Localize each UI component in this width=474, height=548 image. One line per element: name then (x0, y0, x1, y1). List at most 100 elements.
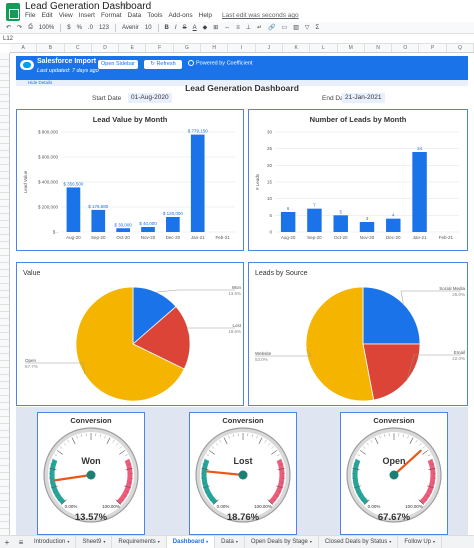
chevron-down-icon[interactable]: ▾ (309, 539, 312, 544)
decimal-button[interactable]: .0 (87, 24, 93, 31)
open-gauge-card[interactable]: Conversion Open 0.00% 100.00% 67.67% (340, 412, 448, 535)
menu-edit[interactable]: Edit (41, 12, 53, 19)
bar[interactable] (166, 217, 180, 232)
column-header[interactable]: E (119, 44, 147, 52)
column-header[interactable]: F (146, 44, 174, 52)
merge-icon[interactable]: ⇔ (224, 24, 231, 31)
menu-file[interactable]: File (25, 12, 36, 19)
column-header[interactable]: P (419, 44, 447, 52)
more-formats-button[interactable]: 123 (98, 24, 109, 31)
add-sheet-icon[interactable]: + (4, 537, 10, 547)
bar[interactable] (412, 152, 427, 232)
leads-count-chart-panel[interactable]: Number of Leads by Month 30 25 20 15 10 5 0 # Le… (248, 109, 468, 251)
sheet-grid[interactable]: Salesforce Import Last updated: 7 days a… (10, 53, 474, 535)
tab-follow-up[interactable]: Follow Up ▾ (398, 536, 443, 548)
chevron-down-icon[interactable]: ▾ (103, 539, 106, 544)
comment-icon[interactable]: ▭ (281, 25, 288, 31)
star-icon[interactable]: ☆ (121, 1, 130, 11)
bar[interactable] (280, 212, 296, 232)
bar[interactable] (359, 222, 375, 232)
chevron-down-icon[interactable]: ▾ (389, 539, 392, 544)
tab-open-deals-by-stage[interactable]: Open Deals by Stage ▾ (245, 536, 319, 548)
menu-data[interactable]: Data (127, 12, 142, 19)
percent-button[interactable]: % (76, 24, 82, 31)
borders-icon[interactable]: ⊞ (213, 25, 219, 31)
bar[interactable] (116, 228, 130, 232)
align-icon[interactable]: ≡ (236, 24, 240, 31)
tab-introduction[interactable]: Introduction ▾ (28, 536, 77, 548)
bar[interactable] (190, 134, 205, 232)
column-header[interactable]: O (392, 44, 420, 52)
bar[interactable] (386, 218, 401, 232)
undo-icon[interactable]: ↶ (6, 25, 12, 31)
column-header[interactable]: I (228, 44, 256, 52)
cell-reference[interactable]: L12 (3, 36, 14, 42)
lead-value-chart-panel[interactable]: Lead Value by Month $ 800,000 $ 600,000 $ 4… (16, 109, 244, 251)
column-header[interactable]: G (174, 44, 202, 52)
value-pie-panel[interactable]: Value Won 13.6% Lost 18.6% Open 67.7% (16, 262, 244, 406)
lost-gauge-card[interactable]: Conversion Lost 0.00% 100.00% 18.76% (189, 412, 297, 535)
column-header[interactable]: N (365, 44, 393, 52)
column-header[interactable]: A (10, 44, 38, 52)
last-edit-link[interactable]: Last edit was seconds ago (222, 12, 299, 19)
column-header[interactable]: Q (447, 44, 474, 52)
start-date-value[interactable]: 01-Aug-2020 (128, 93, 172, 103)
print-icon[interactable]: ⎙ (28, 24, 33, 30)
redo-icon[interactable]: ↷ (17, 25, 23, 31)
column-header[interactable]: B (37, 44, 65, 52)
font-size-select[interactable]: 10 (144, 24, 152, 31)
column-header[interactable]: H (201, 44, 229, 52)
bar[interactable] (307, 208, 322, 232)
chevron-down-icon[interactable]: ▾ (67, 539, 70, 544)
menu-addons[interactable]: Add-ons (168, 12, 193, 19)
chevron-down-icon[interactable]: ▾ (235, 539, 238, 544)
open-sidebar-button[interactable]: Open Sidebar (98, 60, 138, 69)
sheets-logo-icon[interactable] (6, 3, 20, 21)
column-header[interactable]: C (65, 44, 92, 52)
tab-sheet9[interactable]: Sheet9 ▾ (76, 536, 113, 548)
hide-details-link[interactable]: Hide Details (16, 80, 468, 86)
wrap-icon[interactable]: ↵ (257, 25, 263, 31)
menu-help[interactable]: Help (198, 12, 213, 19)
tab-data[interactable]: Data ▾ (215, 536, 245, 548)
bar[interactable] (333, 215, 348, 232)
text-color-button[interactable]: A (192, 24, 197, 31)
column-header[interactable]: D (92, 44, 120, 52)
italic-button[interactable]: I (174, 24, 177, 31)
bar[interactable] (141, 227, 155, 232)
document-title[interactable]: Lead Generation Dashboard (25, 1, 152, 12)
chart-icon[interactable]: ▥ (293, 25, 299, 31)
chevron-down-icon[interactable]: ▾ (157, 539, 160, 544)
tab-closed-deals-by-status[interactable]: Closed Deals by Status ▾ (319, 536, 399, 548)
bar[interactable] (66, 187, 81, 232)
end-date-value[interactable]: 21-Jan-2021 (342, 93, 385, 103)
zoom-select[interactable]: 100% (38, 24, 55, 31)
refresh-button[interactable]: ↻ Refresh (144, 60, 182, 69)
column-header[interactable]: J (256, 44, 283, 52)
all-sheets-icon[interactable]: ≡ (18, 537, 24, 547)
pie-slice[interactable] (362, 286, 421, 345)
source-pie-panel[interactable]: Leads by Source Social Media 25.0% Email 22.… (248, 262, 468, 406)
filter-icon[interactable]: ▽ (304, 25, 310, 31)
column-header[interactable]: M (338, 44, 365, 52)
menu-view[interactable]: View (58, 12, 73, 19)
menu-insert[interactable]: Insert (78, 12, 95, 19)
strikethrough-button[interactable]: S (182, 24, 187, 31)
currency-button[interactable]: $ (67, 24, 71, 31)
column-header[interactable]: L (310, 44, 338, 52)
menu-format[interactable]: Format (100, 12, 122, 19)
won-gauge-card[interactable]: Conversion Won 0.00% 100.00% 13.57% (37, 412, 145, 535)
chevron-down-icon[interactable]: ▾ (206, 539, 209, 544)
link-icon[interactable]: 🔗 (268, 25, 276, 31)
menu-tools[interactable]: Tools (147, 12, 163, 19)
font-select[interactable]: Avenir (121, 24, 139, 31)
fill-color-icon[interactable]: ◆ (202, 25, 208, 31)
tab-dashboard[interactable]: Dashboard ▾ (166, 536, 216, 548)
bar[interactable] (91, 209, 106, 232)
valign-icon[interactable]: ⊥ (245, 25, 251, 31)
functions-icon[interactable]: Σ (315, 24, 320, 31)
tab-requirements[interactable]: Requirements ▾ (112, 536, 167, 548)
bold-button[interactable]: B (164, 24, 169, 31)
column-header[interactable]: K (283, 44, 311, 52)
chevron-down-icon[interactable]: ▾ (433, 539, 436, 544)
